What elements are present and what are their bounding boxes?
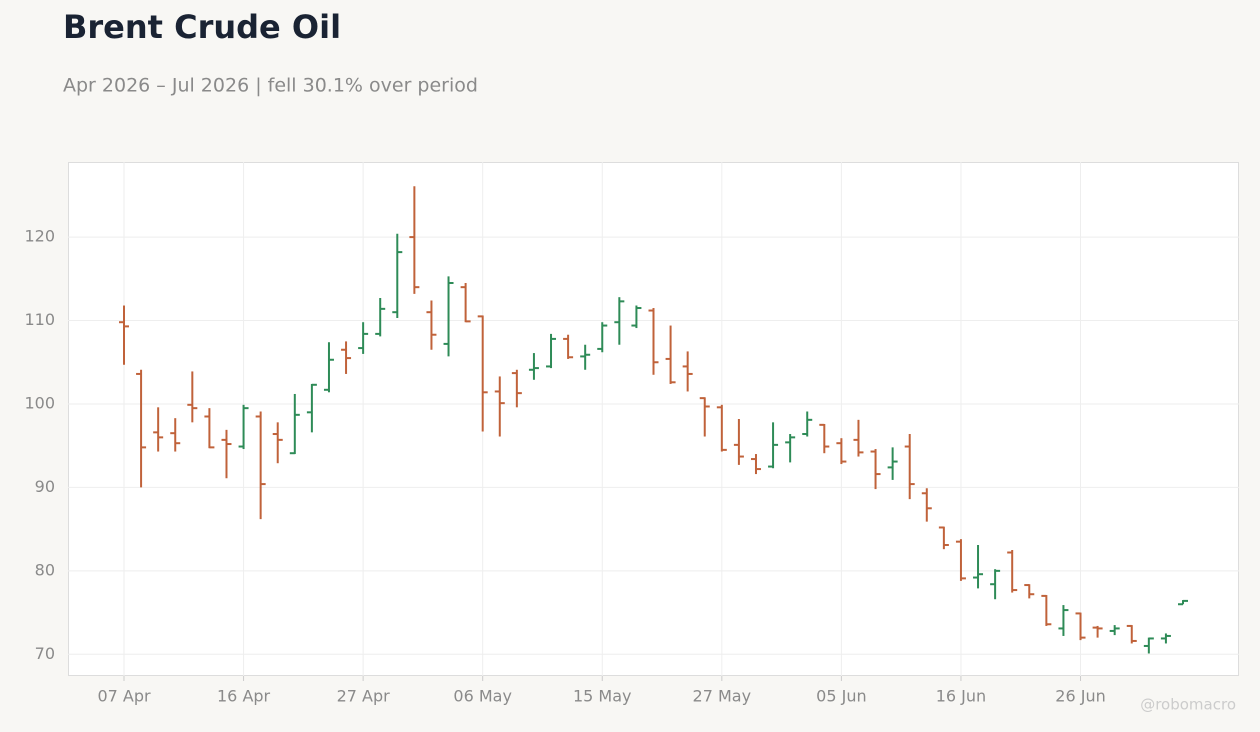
chart-title: Brent Crude Oil	[63, 8, 341, 46]
x-tick-label: 16 Apr	[217, 687, 271, 706]
x-tick-label: 26 Jun	[1055, 687, 1105, 706]
chart-subtitle: Apr 2026 – Jul 2026 | fell 30.1% over pe…	[63, 75, 478, 97]
x-tick-label: 16 Jun	[936, 687, 986, 706]
x-tick-label: 07 Apr	[97, 687, 151, 706]
x-tick-label: 27 May	[693, 687, 752, 706]
x-tick-label: 05 Jun	[816, 687, 866, 706]
y-tick-label: 100	[24, 393, 55, 412]
y-tick-label: 110	[24, 310, 55, 329]
plot-area	[68, 162, 1239, 676]
y-tick-label: 90	[35, 477, 55, 496]
x-tick-label: 15 May	[573, 687, 632, 706]
x-tick-label: 06 May	[453, 687, 512, 706]
x-tick-label: 27 Apr	[337, 687, 391, 706]
y-tick-label: 120	[24, 227, 55, 246]
y-tick-label: 80	[35, 560, 55, 579]
watermark: @robomacro	[1140, 696, 1236, 714]
y-tick-label: 70	[35, 644, 55, 663]
